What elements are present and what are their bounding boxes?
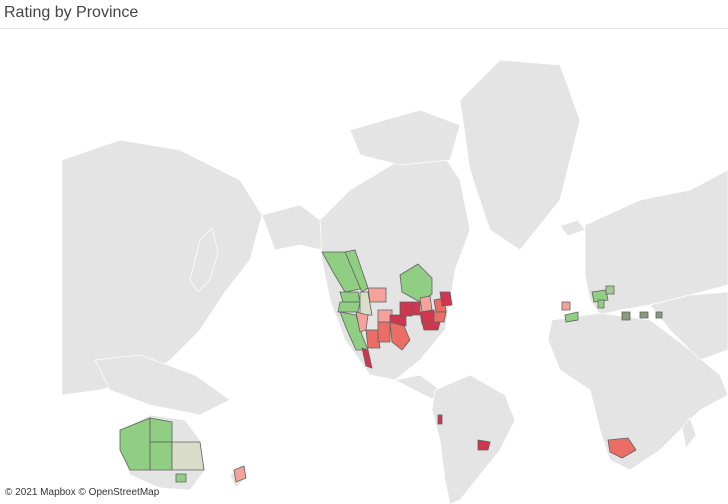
region-greece[interactable] <box>621 311 631 321</box>
region-new-zealand-north[interactable] <box>233 465 247 483</box>
land-madagascar <box>681 417 697 449</box>
region-minnesota[interactable] <box>399 301 413 317</box>
region-tasmania[interactable] <box>175 473 187 483</box>
map-viewport[interactable] <box>0 30 728 504</box>
region-peru[interactable] <box>437 414 443 425</box>
region-oregon[interactable] <box>337 301 361 313</box>
region-brazil-south[interactable] <box>477 439 491 451</box>
basemap-land <box>61 59 728 504</box>
region-virginia[interactable] <box>433 311 447 323</box>
sheet-header: Rating by Province <box>0 0 728 29</box>
land-greenland <box>459 59 581 251</box>
land-canada-arctic <box>349 109 461 166</box>
region-carolina[interactable] <box>421 321 441 331</box>
region-new-south-wales[interactable] <box>171 441 205 471</box>
region-new-mexico[interactable] <box>377 321 391 343</box>
region-western-australia[interactable] <box>119 417 151 471</box>
region-portugal[interactable] <box>564 311 579 323</box>
region-south-australia[interactable] <box>149 441 173 471</box>
region-slovenia[interactable] <box>597 299 605 309</box>
region-new-york[interactable] <box>439 291 453 307</box>
rated-regions <box>119 249 663 483</box>
region-cyprus[interactable] <box>655 311 663 319</box>
region-wisconsin[interactable] <box>411 301 421 316</box>
choropleth-map[interactable] <box>0 30 728 504</box>
land-alaska <box>261 204 323 251</box>
region-turkey[interactable] <box>639 311 649 319</box>
region-spain-south[interactable] <box>561 301 571 311</box>
region-texas[interactable] <box>389 321 411 351</box>
land-japan <box>189 227 219 293</box>
region-washington[interactable] <box>339 291 361 303</box>
land-asia-west <box>61 139 263 396</box>
region-northern-territory[interactable] <box>149 417 173 443</box>
region-montana[interactable] <box>367 287 387 303</box>
region-south-africa[interactable] <box>607 437 637 459</box>
region-austria[interactable] <box>591 289 609 303</box>
region-baja-california[interactable] <box>361 347 373 369</box>
region-michigan[interactable] <box>419 295 433 313</box>
land-south-america <box>431 374 516 504</box>
land-iceland <box>559 219 586 237</box>
region-czech[interactable] <box>605 285 615 295</box>
land-africa <box>547 312 728 471</box>
land-se-asia <box>94 354 231 416</box>
region-ontario[interactable] <box>399 263 433 303</box>
land-middle-east <box>649 291 728 361</box>
map-attribution[interactable]: © 2021 Mapbox © OpenStreetMap <box>3 487 162 498</box>
sheet-title: Rating by Province <box>4 4 139 21</box>
region-arizona[interactable] <box>365 329 381 349</box>
